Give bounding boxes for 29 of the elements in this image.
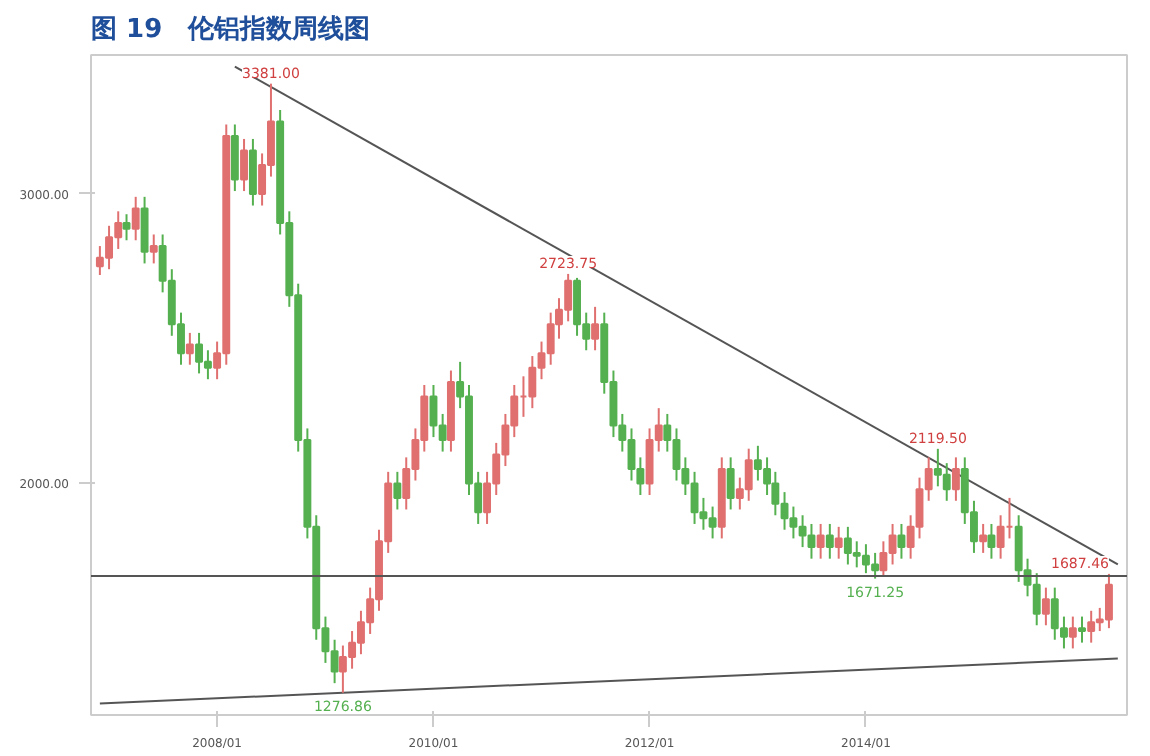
candlestick	[1104, 572, 1113, 630]
candlestick	[897, 522, 906, 560]
candlestick	[987, 522, 996, 560]
candlestick	[744, 447, 753, 502]
candlestick	[131, 195, 140, 242]
chart-title: 图 19 伦铝指数周线图	[91, 15, 371, 45]
candlestick	[1068, 615, 1077, 650]
candlestick	[951, 456, 960, 502]
candlestick	[528, 355, 537, 410]
candlestick	[979, 522, 988, 554]
candlestick	[1078, 615, 1086, 644]
candlestick	[240, 137, 248, 193]
candlestick	[1087, 609, 1096, 644]
candlestick	[1041, 586, 1050, 627]
candlestick	[816, 522, 825, 560]
candlestick	[122, 213, 131, 242]
candlestick	[248, 137, 257, 207]
candlestick	[591, 305, 600, 352]
candlestick	[834, 525, 843, 560]
candlestick	[726, 456, 735, 511]
candlestick	[185, 331, 194, 366]
candlestick	[825, 522, 834, 560]
candlestick	[393, 470, 402, 511]
candlestick	[140, 195, 149, 265]
candlestick	[230, 123, 239, 193]
candlestick	[1032, 572, 1041, 627]
candlestick	[149, 233, 158, 265]
candlestick	[942, 462, 951, 502]
candlestick	[203, 349, 212, 381]
